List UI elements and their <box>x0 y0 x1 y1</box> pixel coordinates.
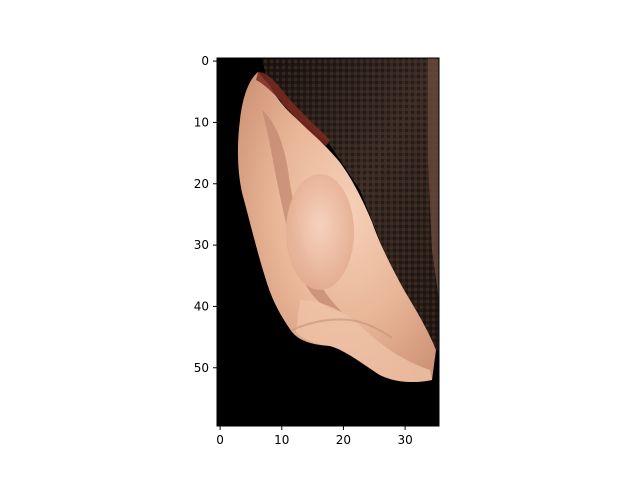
ear-photo <box>217 58 439 426</box>
y-tick-label: 20 <box>194 177 209 191</box>
x-axis-ticks: 0 10 20 30 <box>216 426 413 447</box>
x-tick-label: 20 <box>336 433 351 447</box>
concha-bulge <box>286 174 354 290</box>
y-tick-label: 10 <box>194 115 209 129</box>
y-tick-label: 50 <box>194 361 209 375</box>
y-axis-ticks: 0 10 20 30 40 50 <box>194 54 217 375</box>
ear-crease <box>291 318 393 339</box>
inner-fold <box>262 110 342 312</box>
axes-frame <box>216 57 440 427</box>
x-tick-label: 0 <box>216 433 224 447</box>
y-tick-label: 0 <box>201 54 209 68</box>
y-tick-label: 30 <box>194 238 209 252</box>
x-tick-label: 30 <box>397 433 412 447</box>
helix-rim <box>256 72 330 146</box>
x-tick-label: 10 <box>274 433 289 447</box>
skin-edge-strip <box>428 58 439 300</box>
y-tick-label: 40 <box>194 299 209 313</box>
